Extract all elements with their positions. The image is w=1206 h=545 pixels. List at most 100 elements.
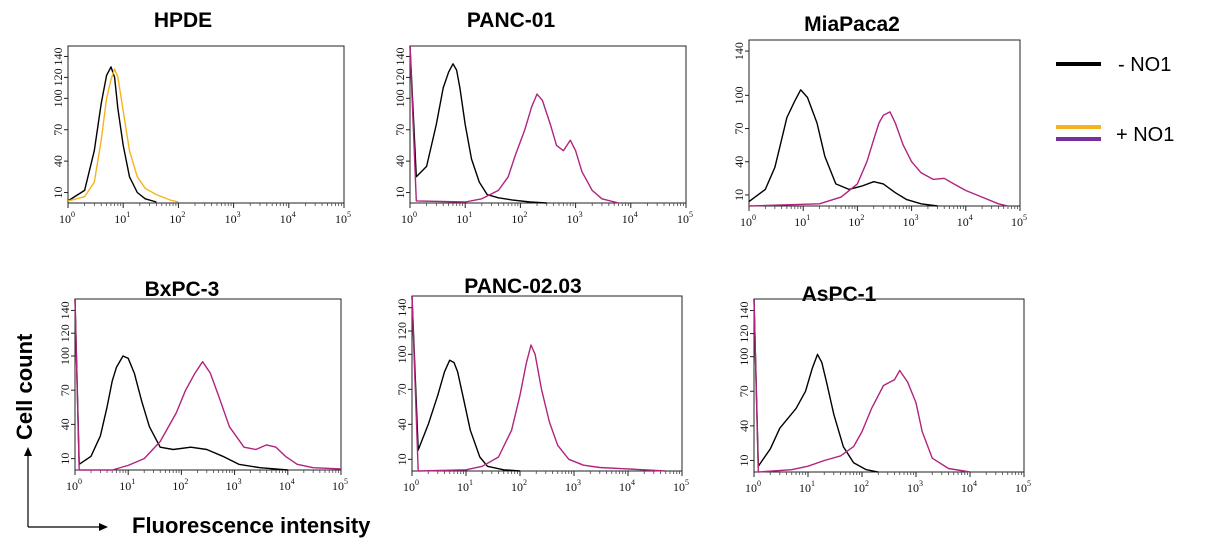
plot-frame: [748, 39, 1021, 207]
y-tick-label: 70: [395, 383, 409, 395]
y-tick-label: 140: [395, 299, 409, 317]
series-line-control: [67, 66, 157, 203]
plot-frame: [753, 298, 1025, 473]
y-axis-title: Cell count: [12, 333, 37, 440]
y-tick-label: 120: [393, 68, 407, 86]
x-tick-label: 101: [114, 210, 130, 226]
x-tick-label: 105: [677, 210, 693, 226]
x-tick-label: 103: [225, 210, 241, 226]
x-tick-label: 104: [619, 478, 635, 494]
legend: - NO1 + NO1: [1056, 54, 1174, 146]
y-tick-label: 140: [393, 47, 407, 65]
y-tick-label: 100: [58, 347, 72, 365]
y-tick-label: 40: [737, 420, 751, 432]
x-tick-label: 101: [119, 477, 135, 493]
y-tick-label: 10: [737, 454, 751, 466]
x-tick-label: 103: [567, 210, 583, 226]
y-tick-label: 10: [393, 187, 407, 199]
panel-aspc-1: AsPC-1 100 101 102 103 104 105 10 40 70 100 120 140: [737, 283, 1031, 495]
y-tick-label: 120: [737, 325, 751, 343]
y-tick-label: 70: [51, 124, 65, 136]
y-tick-label: 100: [737, 348, 751, 366]
x-tick-label: 102: [511, 210, 527, 226]
plot-frame: [67, 45, 345, 204]
x-tick-label: 103: [226, 477, 242, 493]
y-tick-label: 140: [58, 301, 72, 319]
panel-panc-02-03: PANC-02.03 100 101 102 103 104 105 10 40 70 100 120…: [395, 275, 689, 494]
x-tick-label: 102: [169, 210, 185, 226]
series-line-treated: [411, 295, 666, 472]
x-tick-label: 105: [332, 477, 348, 493]
y-tick-label: 40: [395, 418, 409, 430]
series-line-control: [74, 298, 288, 471]
y-tick-label: 100: [732, 86, 746, 104]
x-tick-label: 102: [172, 477, 188, 493]
panel-panc-01: PANC-01 100 101 102 103 104 105 10 40 70 100 120 140: [393, 9, 693, 226]
x-axis-arrow-head: [99, 523, 108, 531]
y-tick-label: 10: [395, 453, 409, 465]
series-line-treated: [67, 68, 179, 203]
series-line-control: [753, 298, 879, 473]
y-tick-label: 140: [51, 47, 65, 65]
x-tick-label: 104: [279, 477, 295, 493]
series-line-control: [748, 89, 938, 207]
x-tick-label: 105: [673, 478, 689, 494]
y-tick-label: 10: [51, 187, 65, 199]
legend-minus-label: - NO1: [1118, 54, 1171, 76]
y-tick-label: 40: [58, 418, 72, 430]
panel-title: PANC-01: [467, 9, 556, 32]
y-tick-label: 100: [393, 89, 407, 107]
plot-frame: [74, 298, 342, 471]
y-tick-label: 120: [58, 324, 72, 342]
series-line-treated: [409, 45, 619, 204]
y-tick-label: 10: [732, 189, 746, 201]
y-tick-label: 120: [51, 68, 65, 86]
panel-miapaca2: MiaPaca2 100 101 102 103 104 105 10 40 70 100 140: [732, 13, 1027, 229]
x-tick-label: 103: [907, 479, 923, 495]
series-line-treated: [748, 111, 1009, 207]
x-axis-title: Fluorescence intensity: [132, 513, 371, 538]
x-tick-label: 100: [745, 479, 761, 495]
y-tick-label: 140: [732, 42, 746, 60]
x-tick-label: 101: [799, 479, 815, 495]
histogram-panels: HPDE 100 101 102 103 104 105 10 40 70 100 120 140 PAN…: [51, 9, 1031, 495]
panel-hpde: HPDE 100 101 102 103 104 105 10 40 70 100 120 140: [51, 9, 351, 226]
x-tick-label: 102: [853, 479, 869, 495]
panel-bxpc-3: BxPC-3 100 101 102 103 104 105 10 40 70 100 120 140: [58, 278, 348, 493]
x-tick-label: 103: [903, 213, 919, 229]
x-tick-label: 104: [957, 213, 973, 229]
y-tick-label: 140: [737, 302, 751, 320]
x-tick-label: 101: [457, 478, 473, 494]
y-axis-arrow-head: [24, 447, 32, 456]
x-tick-label: 102: [848, 213, 864, 229]
panel-title: MiaPaca2: [804, 13, 900, 36]
x-tick-label: 105: [1015, 479, 1031, 495]
y-tick-label: 70: [393, 124, 407, 136]
x-tick-label: 104: [622, 210, 638, 226]
plot-frame: [411, 295, 683, 472]
panel-title: HPDE: [154, 9, 212, 32]
x-tick-label: 105: [335, 210, 351, 226]
panel-title: AsPC-1: [802, 283, 877, 306]
x-tick-label: 103: [565, 478, 581, 494]
x-tick-label: 104: [961, 479, 977, 495]
x-tick-label: 104: [280, 210, 296, 226]
y-tick-label: 70: [732, 123, 746, 135]
y-tick-label: 70: [737, 385, 751, 397]
x-tick-label: 100: [66, 477, 82, 493]
y-tick-label: 10: [58, 453, 72, 465]
plot-frame: [409, 45, 687, 204]
panel-title: BxPC-3: [145, 278, 220, 301]
x-tick-label: 100: [59, 210, 75, 226]
x-tick-label: 100: [403, 478, 419, 494]
shared-axis-titles: Cell count Fluorescence intensity: [12, 333, 371, 538]
y-tick-label: 100: [51, 89, 65, 107]
x-tick-label: 100: [740, 213, 756, 229]
y-tick-label: 70: [58, 384, 72, 396]
series-line-control: [409, 45, 547, 204]
x-tick-label: 101: [456, 210, 472, 226]
y-tick-label: 40: [732, 156, 746, 168]
x-tick-label: 105: [1011, 213, 1027, 229]
y-tick-label: 40: [51, 155, 65, 167]
